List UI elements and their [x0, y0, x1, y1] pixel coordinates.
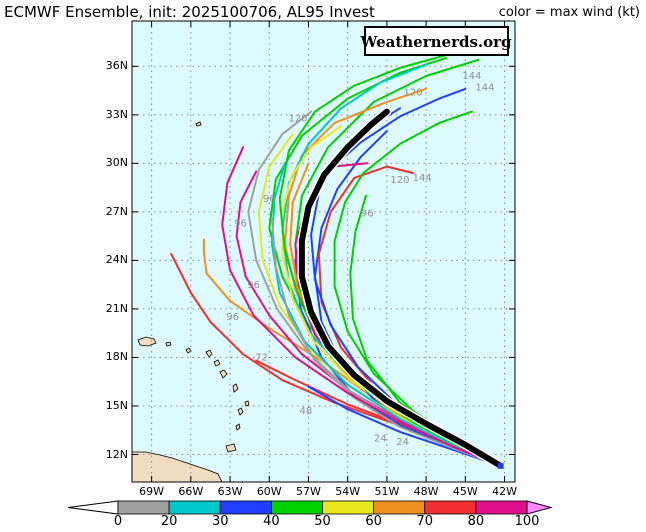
initial-position-marker: [497, 462, 504, 469]
colorbar-tick-label: 0: [113, 514, 123, 529]
latitude-label: 30N: [105, 156, 128, 170]
forecast-hour-label: 96: [226, 312, 239, 323]
longitude-label: 48W: [413, 485, 439, 498]
windward-islands-2: [235, 423, 241, 431]
ensemble-member-track: [221, 146, 502, 467]
leeward-islands-3: [213, 359, 221, 367]
ocean-background: [132, 21, 515, 482]
ensemble-member-track: [307, 385, 502, 467]
ensemble-mean-track: [298, 108, 504, 469]
axis-ticks: [132, 21, 515, 482]
colorbar-cell: [475, 500, 528, 515]
guadeloupe-island: [219, 369, 228, 379]
puerto-rico-island: [137, 336, 157, 347]
latitude-label: 36N: [105, 59, 128, 73]
longitude-label: 63W: [217, 485, 243, 498]
longitude-label: 66W: [178, 485, 204, 498]
forecast-hour-label: 24: [374, 434, 387, 445]
latitude-label: 27N: [105, 204, 128, 218]
colorbar-cell: [322, 500, 375, 515]
colorbar-cell: [424, 500, 477, 515]
colorbar-high-end: [526, 500, 553, 515]
forecast-hour-label: 144: [462, 71, 481, 82]
forecast-hour-label: 144: [475, 83, 494, 94]
colorbar-tick-label: 60: [365, 514, 382, 529]
latitude-label: 33N: [105, 107, 128, 121]
virgin-islands: [165, 341, 172, 347]
forecast-hour-label: 120: [403, 87, 422, 98]
ensemble-tracks: [170, 52, 506, 471]
colorbar-tick-label: 40: [263, 514, 280, 529]
latitude-label: 18N: [105, 350, 128, 364]
longitude-label: 45W: [452, 485, 478, 498]
forecast-hour-label: 96: [263, 194, 276, 205]
forecast-hour-label: 120: [390, 175, 409, 186]
colorbar-tick-label: 20: [160, 514, 178, 529]
latitude-label: 24N: [105, 253, 128, 267]
forecast-hour-label: 24: [396, 437, 409, 448]
plot-frame: [131, 20, 516, 483]
longitude-label: 69W: [139, 485, 165, 498]
longitude-label: 51W: [374, 485, 400, 498]
colorbar-tick-label: 30: [211, 514, 229, 529]
longitude-label: 60W: [256, 485, 282, 498]
land-islands: [132, 121, 250, 482]
colorbar-cell: [219, 500, 272, 515]
ensemble-member-track: [270, 217, 502, 467]
forecast-hour-label: 48: [299, 406, 312, 417]
longitude-label: 42W: [492, 485, 517, 498]
colorbar-tick-label: 50: [314, 514, 331, 529]
colorbar-tick-label: 80: [467, 514, 485, 529]
colorbar-cell: [270, 500, 323, 515]
colorbar-tick-label: 100: [514, 514, 540, 529]
forecast-hour-label: 144: [413, 173, 432, 184]
longitude-label: 57W: [296, 485, 321, 498]
latitude-label: 15N: [105, 398, 128, 412]
leeward-islands-2: [205, 349, 213, 358]
windward-islands-1: [237, 407, 244, 416]
forecast-hour-label: 72: [255, 353, 268, 364]
trinidad-island: [225, 443, 237, 453]
colorbar-cell: [168, 500, 221, 515]
latitude-label: 21N: [105, 301, 128, 315]
colorbar-cell: [117, 500, 170, 515]
graticule: [132, 21, 515, 482]
barbados-island: [244, 400, 250, 407]
color-legend-caption: color = max wind (kt): [498, 5, 640, 20]
ensemble-member-track: [278, 52, 502, 467]
colorbar-cell: [373, 500, 426, 515]
map-title: ECMWF Ensemble, init: 2025100706, AL95 I…: [4, 3, 375, 21]
forecast-hour-label: 96: [361, 209, 374, 220]
watermark-box: Weathernerds.org: [359, 26, 512, 56]
latitude-label: 12N: [105, 447, 128, 461]
watermark-text: Weathernerds.org: [359, 33, 512, 51]
colorbar-low-end: [67, 500, 119, 515]
forecast-hour-label: 96: [234, 218, 247, 229]
martinique-island: [232, 383, 239, 393]
forecast-hour-label: 120: [288, 113, 307, 124]
longitude-label: 54W: [335, 485, 361, 498]
bermuda-island: [195, 121, 202, 127]
south-america-coast: [132, 451, 223, 482]
forecast-hour-label: 96: [247, 280, 260, 291]
colorbar-tick-label: 70: [416, 514, 434, 529]
